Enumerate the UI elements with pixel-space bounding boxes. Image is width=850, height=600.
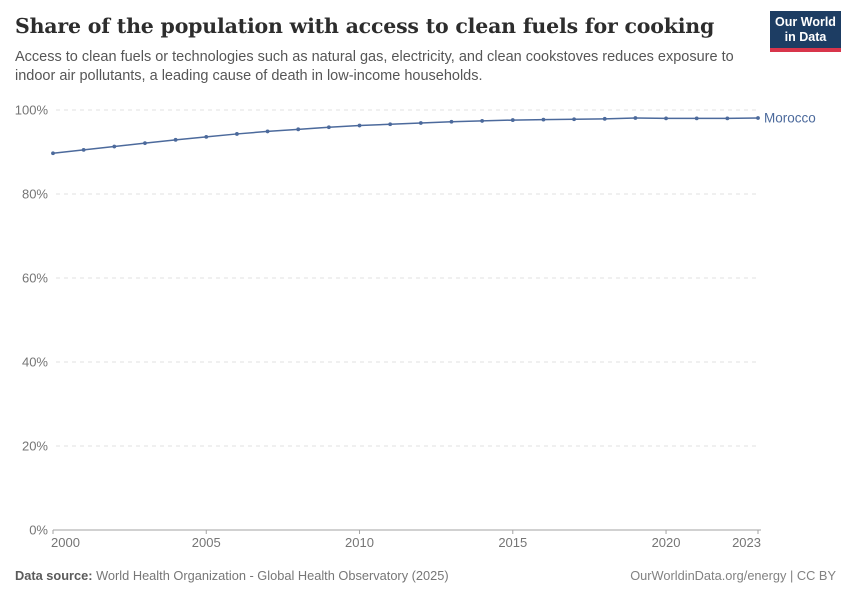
data-point bbox=[173, 137, 178, 142]
y-tick-label: 20% bbox=[22, 439, 48, 454]
page-title: Share of the population with access to c… bbox=[15, 14, 715, 38]
y-tick-label: 60% bbox=[22, 271, 48, 286]
data-point bbox=[572, 117, 576, 122]
data-point bbox=[480, 119, 485, 123]
data-point bbox=[326, 125, 331, 130]
data-point bbox=[296, 127, 301, 132]
data-point bbox=[694, 116, 699, 121]
data-point bbox=[449, 119, 454, 124]
x-tick-label: 2023 bbox=[732, 535, 761, 550]
page-subtitle: Access to clean fuels or technologies su… bbox=[15, 48, 734, 84]
y-tick-label: 100% bbox=[15, 103, 49, 118]
data-point bbox=[204, 134, 209, 139]
data-source: Data source: World Health Organization -… bbox=[15, 568, 449, 583]
data-point bbox=[143, 141, 147, 146]
chart-header: Share of the population with access to c… bbox=[15, 14, 835, 86]
chart-footer: Data source: World Health Organization -… bbox=[15, 568, 836, 583]
x-tick-label: 2015 bbox=[498, 535, 527, 550]
data-point bbox=[265, 129, 270, 134]
data-point bbox=[756, 116, 760, 120]
data-point bbox=[51, 151, 55, 156]
y-tick-label: 80% bbox=[22, 187, 48, 202]
series-label[interactable]: Morocco bbox=[764, 110, 816, 125]
data-point bbox=[81, 148, 86, 152]
owid-logo[interactable]: Our World in Data bbox=[770, 11, 841, 52]
x-tick-label: 2020 bbox=[652, 535, 681, 550]
data-point bbox=[388, 122, 393, 127]
y-tick-label: 40% bbox=[22, 355, 48, 370]
data-point bbox=[357, 123, 362, 128]
data-point bbox=[664, 116, 668, 121]
y-tick-label: 0% bbox=[29, 523, 48, 538]
data-source-label: Data source: bbox=[15, 568, 93, 583]
data-source-value: World Health Organization - Global Healt… bbox=[92, 568, 449, 583]
x-tick-label: 2000 bbox=[51, 535, 80, 550]
data-point bbox=[633, 116, 638, 120]
data-point bbox=[602, 116, 607, 121]
x-tick-label: 2010 bbox=[345, 535, 374, 550]
data-point bbox=[235, 132, 239, 136]
owid-logo-line1: Our World bbox=[775, 15, 836, 29]
credit-link: OurWorldinData.org/energy | CC BY bbox=[630, 568, 836, 583]
trend-line bbox=[52, 117, 759, 155]
data-point bbox=[112, 144, 117, 149]
x-tick-label: 2005 bbox=[192, 535, 221, 550]
owid-logo-line2: in Data bbox=[784, 29, 827, 44]
data-point bbox=[510, 118, 515, 122]
data-point bbox=[418, 121, 423, 125]
data-point bbox=[541, 117, 546, 122]
data-point bbox=[725, 116, 730, 121]
